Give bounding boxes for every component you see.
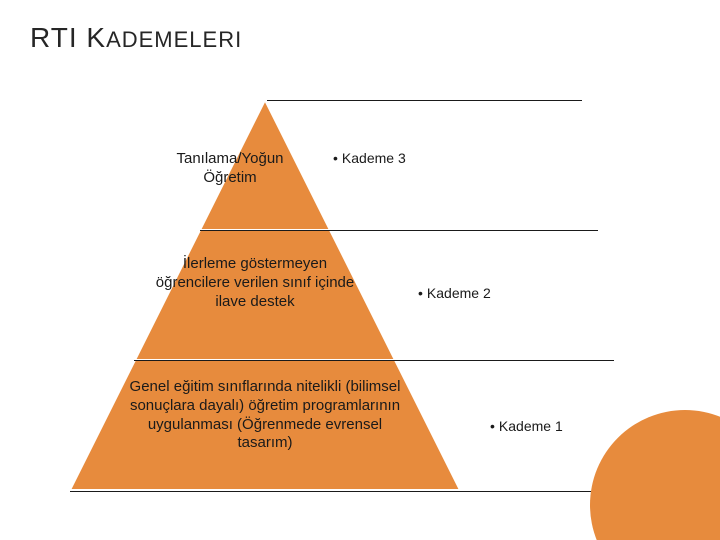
tier3-label: •Kademe 3: [333, 150, 406, 166]
bullet-icon: •: [333, 150, 338, 166]
tier2-rule: [200, 230, 598, 231]
tier3-desc: Tanılama/Yoğun Öğretim: [150, 150, 310, 188]
tier3-rule: [267, 100, 582, 101]
bullet-icon: •: [490, 418, 495, 434]
tier2-desc: İlerleme göstermeyen öğrencilere verilen…: [150, 255, 360, 311]
tier1-rule: [134, 360, 614, 361]
tier1-desc: Genel eğitim sınıflarında nitelikli (bil…: [120, 378, 410, 453]
slide-title: RTI KADEMELERI: [30, 22, 242, 54]
tier2-label: •Kademe 2: [418, 285, 491, 301]
corner-circle-decor: [590, 410, 720, 540]
tier1-label: •Kademe 1: [490, 418, 563, 434]
base-rule: [70, 491, 626, 492]
bullet-icon: •: [418, 285, 423, 301]
